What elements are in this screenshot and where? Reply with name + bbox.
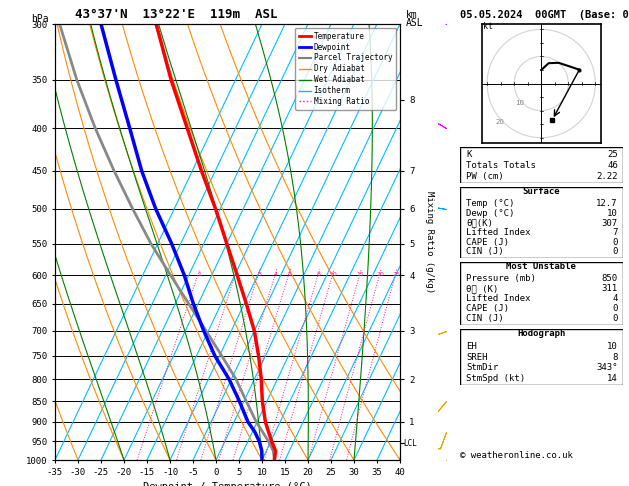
- Text: Most Unstable: Most Unstable: [506, 262, 576, 271]
- Text: Surface: Surface: [523, 188, 560, 196]
- Text: StmDir: StmDir: [466, 363, 499, 372]
- Text: 4: 4: [274, 272, 278, 277]
- Text: 10: 10: [607, 342, 618, 351]
- Text: 05.05.2024  00GMT  (Base: 06): 05.05.2024 00GMT (Base: 06): [460, 10, 629, 20]
- Text: SREH: SREH: [466, 353, 487, 362]
- Legend: Temperature, Dewpoint, Parcel Trajectory, Dry Adiabat, Wet Adiabat, Isotherm, Mi: Temperature, Dewpoint, Parcel Trajectory…: [296, 28, 396, 110]
- Text: CIN (J): CIN (J): [466, 247, 504, 257]
- Text: 5: 5: [287, 272, 291, 277]
- Text: EH: EH: [466, 342, 477, 351]
- Text: 307: 307: [602, 219, 618, 227]
- Text: Dewp (°C): Dewp (°C): [466, 209, 515, 218]
- Text: PW (cm): PW (cm): [466, 172, 504, 181]
- Text: 8: 8: [613, 353, 618, 362]
- Text: Lifted Index: Lifted Index: [466, 228, 531, 237]
- Text: Hodograph: Hodograph: [517, 330, 565, 338]
- Text: 3: 3: [257, 272, 261, 277]
- Text: 14: 14: [607, 374, 618, 383]
- Text: 25: 25: [392, 272, 400, 277]
- X-axis label: Dewpoint / Temperature (°C): Dewpoint / Temperature (°C): [143, 482, 312, 486]
- Text: Temp (°C): Temp (°C): [466, 199, 515, 208]
- Text: 850: 850: [602, 274, 618, 283]
- Text: 7: 7: [613, 228, 618, 237]
- Text: θᴄ(K): θᴄ(K): [466, 219, 493, 227]
- Text: 4: 4: [613, 294, 618, 303]
- Text: 1: 1: [197, 272, 201, 277]
- Text: © weatheronline.co.uk: © weatheronline.co.uk: [460, 451, 572, 460]
- Text: 0: 0: [613, 314, 618, 323]
- Text: StmSpd (kt): StmSpd (kt): [466, 374, 525, 383]
- Text: CAPE (J): CAPE (J): [466, 238, 509, 247]
- Text: θᴄ (K): θᴄ (K): [466, 284, 499, 293]
- Text: 46: 46: [607, 161, 618, 170]
- Text: 8: 8: [317, 272, 321, 277]
- Text: K: K: [466, 150, 472, 159]
- Text: 10: 10: [607, 209, 618, 218]
- Text: CAPE (J): CAPE (J): [466, 304, 509, 313]
- Text: 0: 0: [613, 238, 618, 247]
- Text: 15: 15: [357, 272, 364, 277]
- Text: 311: 311: [602, 284, 618, 293]
- Y-axis label: Mixing Ratio (g/kg): Mixing Ratio (g/kg): [425, 191, 434, 293]
- Text: kt: kt: [483, 22, 493, 32]
- Text: Totals Totals: Totals Totals: [466, 161, 536, 170]
- Text: 0: 0: [613, 247, 618, 257]
- Text: LCL: LCL: [403, 439, 417, 448]
- Text: 25: 25: [607, 150, 618, 159]
- Text: 2: 2: [234, 272, 238, 277]
- Text: hPa: hPa: [31, 14, 48, 23]
- Text: 10: 10: [515, 100, 524, 105]
- Text: km: km: [406, 10, 418, 20]
- Text: 43°37'N  13°22'E  119m  ASL: 43°37'N 13°22'E 119m ASL: [75, 8, 278, 21]
- Text: Pressure (mb): Pressure (mb): [466, 274, 536, 283]
- Text: 20: 20: [496, 119, 504, 125]
- Text: 20: 20: [376, 272, 384, 277]
- Text: 0: 0: [613, 304, 618, 313]
- Text: ASL: ASL: [406, 18, 424, 28]
- Text: CIN (J): CIN (J): [466, 314, 504, 323]
- Text: 10: 10: [330, 272, 337, 277]
- Text: 343°: 343°: [596, 363, 618, 372]
- Text: Lifted Index: Lifted Index: [466, 294, 531, 303]
- Text: 12.7: 12.7: [596, 199, 618, 208]
- Text: 2.22: 2.22: [596, 172, 618, 181]
